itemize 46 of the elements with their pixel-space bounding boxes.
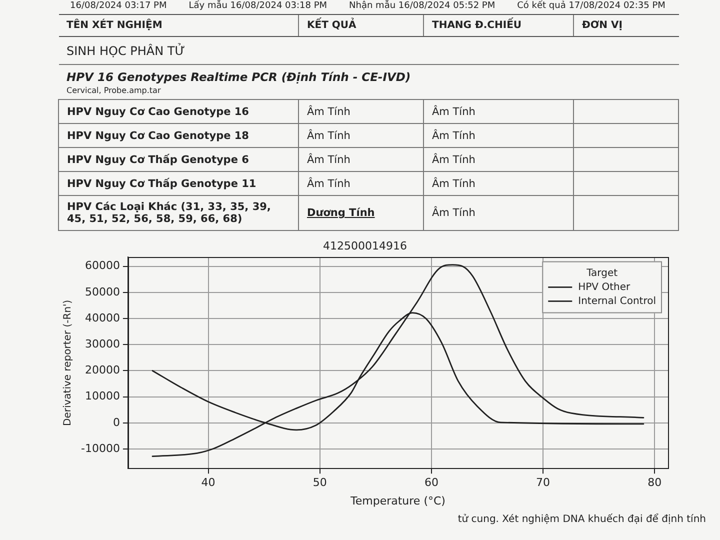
x-tick-label: 40 [201, 476, 216, 490]
text: HPV Nguy Cơ Cao Genotype 18 [58, 124, 298, 148]
text: Âm Tính [424, 196, 574, 230]
y-tick-label: 60000 [84, 259, 120, 272]
legend-label: Internal Control [578, 296, 656, 307]
text: Cervical, Probe.amp.tar [66, 86, 162, 94]
text: Dương Tính [307, 207, 375, 219]
text: Âm Tính [298, 172, 424, 196]
text: HPV 16 Genotypes Realtime PCR (Định Tính - CE-IVD) [66, 70, 412, 84]
text: Âm Tính [424, 124, 574, 148]
text: Âm Tính [424, 172, 574, 196]
legend-title: Target [586, 268, 618, 279]
y-tick-label: 30000 [84, 337, 120, 350]
text: ĐƠN VỊ [574, 14, 678, 36]
y-axis-title: Derivative reporter (-Rn') [62, 300, 74, 426]
text: KẾT QUẢ [298, 14, 424, 36]
y-tick-label: 20000 [84, 364, 120, 377]
y-tick-label: 50000 [84, 285, 120, 298]
text: tử cung. Xét nghiệm DNA khuếch đại để định tính [458, 514, 706, 525]
text: HPV Nguy Cơ Thấp Genotype 11 [58, 172, 298, 196]
text: THANG Đ.CHIẾU [424, 14, 574, 36]
x-tick-label: 80 [648, 476, 662, 490]
legend-label: HPV Other [578, 282, 631, 293]
text: HPV Các Loại Khác (31, 33, 35, 39, 45, 51, 52, 56, 58, 59, 66, 68) [58, 196, 298, 230]
text: Âm Tính [298, 124, 424, 148]
chart-title: 412500014916 [323, 239, 407, 252]
y-tick-label: 10000 [84, 390, 120, 403]
text: HPV Nguy Cơ Cao Genotype 16 [58, 100, 298, 124]
x-axis-title: Temperature (°C) [350, 494, 446, 508]
text: HPV Nguy Cơ Thấp Genotype 6 [58, 148, 298, 172]
text: Âm Tính [298, 100, 424, 124]
y-tick-label: 40000 [84, 311, 120, 324]
text: TÊN XÉT NGHIỆM [58, 14, 298, 36]
x-tick-label: 50 [312, 476, 327, 490]
text: Âm Tính [424, 100, 574, 124]
text: Âm Tính [298, 148, 424, 172]
y-tick-label: 0 [112, 416, 120, 429]
text: SINH HỌC PHÂN TỬ [58, 36, 678, 64]
text: Nhận mẫu 16/08/2024 05:52 PM [349, 1, 496, 11]
x-tick-label: 60 [424, 476, 438, 490]
text: Lấy mẫu 16/08/2024 03:18 PM [188, 1, 328, 11]
text: Có kết quả 17/08/2024 02:35 PM [517, 1, 666, 11]
y-tick-label: -10000 [80, 442, 120, 455]
text: Âm Tính [424, 148, 574, 172]
text: 16/08/2024 03:17 PM [70, 1, 167, 11]
x-tick-label: 70 [536, 476, 550, 490]
